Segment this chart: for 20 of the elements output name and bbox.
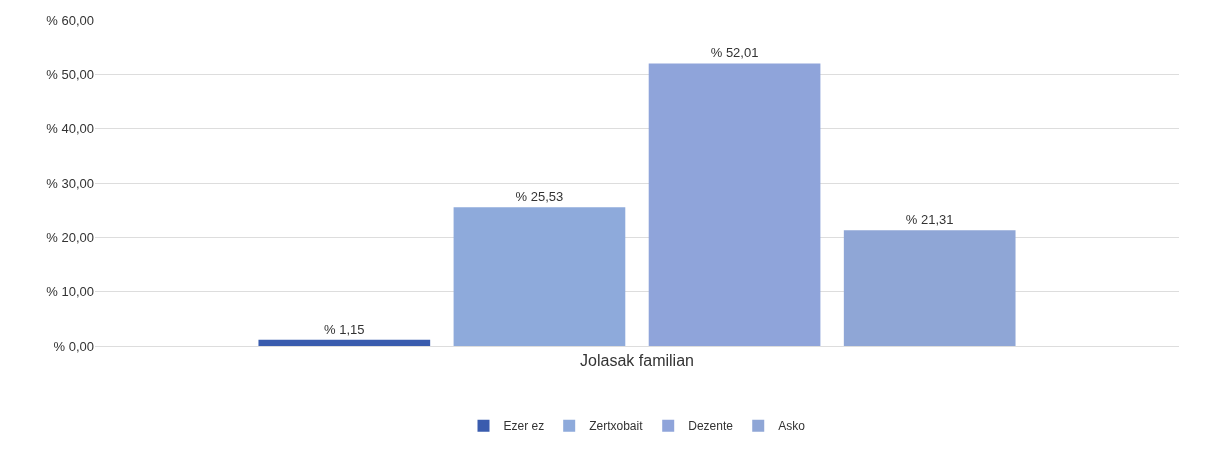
- y-tick-label: % 20,00: [46, 229, 94, 245]
- data-label: % 25,53: [515, 189, 564, 205]
- legend-label: Ezer ez: [503, 419, 545, 434]
- y-tick-label: % 60,00: [46, 12, 94, 28]
- legend-label: Asko: [778, 419, 806, 434]
- data-label: % 1,15: [324, 321, 365, 337]
- y-tick-label: % 40,00: [46, 121, 94, 137]
- data-label: % 21,31: [905, 212, 954, 228]
- legend-label: Zertxobait: [589, 419, 644, 434]
- y-tick-label: % 30,00: [46, 175, 94, 191]
- y-tick-label: % 50,00: [46, 66, 94, 82]
- y-tick-label: % 0,00: [53, 338, 94, 354]
- y-tick-label: % 10,00: [46, 284, 94, 300]
- legend-label: Dezente: [688, 419, 734, 434]
- bar: [648, 63, 821, 346]
- x-tick-label: Jolasak familian: [580, 352, 694, 370]
- bar: [843, 230, 1016, 346]
- bar: [453, 207, 626, 346]
- data-label: % 52,01: [710, 45, 759, 61]
- bar: [258, 339, 431, 346]
